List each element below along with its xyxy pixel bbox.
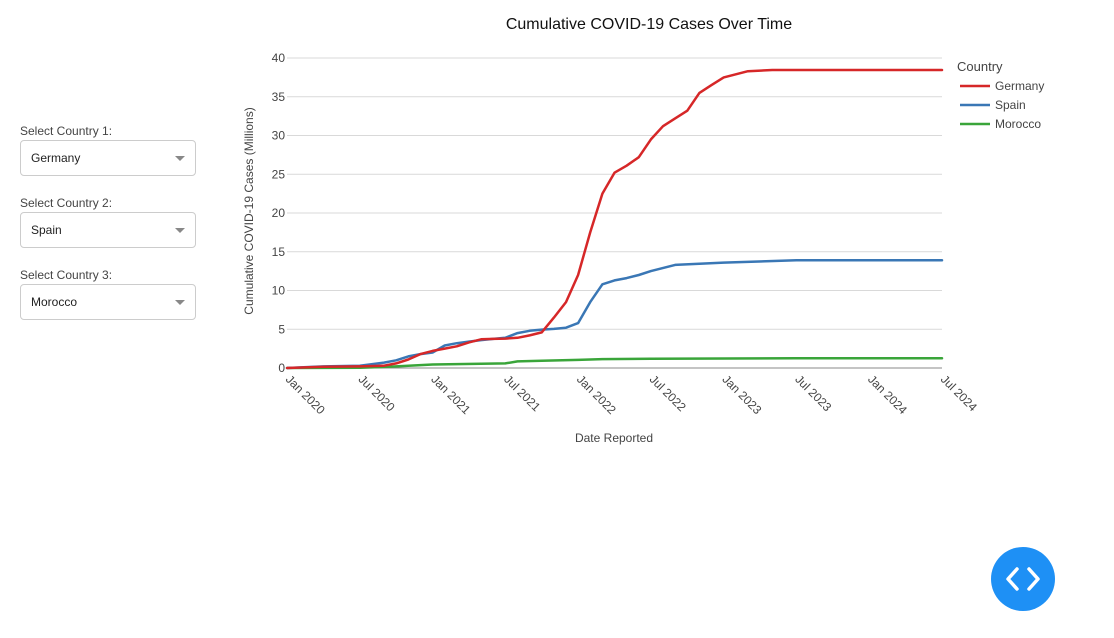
y-tick-label: 30 (272, 129, 286, 143)
code-toggle-button[interactable] (991, 547, 1055, 611)
x-axis-label: Date Reported (575, 431, 653, 445)
x-tick-label: Jan 2023 (720, 372, 765, 417)
y-tick-label: 5 (278, 322, 285, 336)
country-1-value: Germany (31, 151, 81, 165)
y-axis-ticks: 0 5 10 15 20 25 30 35 40 (272, 51, 286, 375)
series-line-morocco (285, 357, 944, 370)
country-2-group: Select Country 2: Spain (20, 196, 196, 248)
x-tick-label: Jul 2022 (647, 372, 689, 414)
country-2-dropdown[interactable]: Spain (20, 212, 196, 248)
y-tick-label: 40 (272, 51, 286, 65)
y-tick-label: 15 (272, 245, 286, 259)
country-1-label: Select Country 1: (20, 124, 113, 138)
x-tick-label: Jul 2023 (792, 372, 834, 414)
country-1-group: Select Country 1: Germany (20, 124, 196, 176)
x-tick-label: Jan 2020 (283, 372, 328, 417)
country-selector-panel: Select Country 1: Germany Select Country… (20, 124, 196, 340)
y-axis-label: Cumulative COVID-19 Cases (Millions) (242, 107, 256, 314)
chevron-down-icon (175, 227, 185, 233)
x-tick-label: Jan 2024 (865, 372, 910, 417)
chevron-down-icon (175, 155, 185, 161)
code-icon (1006, 567, 1040, 591)
series-lines (285, 68, 944, 370)
legend-title: Country (957, 59, 1003, 74)
country-3-value: Morocco (31, 295, 78, 309)
country-1-dropdown[interactable]: Germany (20, 140, 196, 176)
x-tick-label: Jan 2021 (428, 372, 473, 417)
legend-entry-spain: Spain (995, 98, 1026, 112)
grid-lines (287, 57, 942, 369)
series-line-spain (285, 259, 944, 370)
y-tick-label: 0 (278, 361, 285, 375)
country-2-label: Select Country 2: (20, 196, 113, 210)
legend: Country Germany Spain Morocco (957, 59, 1044, 131)
x-tick-label: Jul 2021 (501, 372, 543, 414)
x-tick-label: Jul 2020 (356, 372, 398, 414)
y-tick-label: 35 (272, 90, 286, 104)
y-tick-label: 25 (272, 167, 286, 181)
country-2-value: Spain (31, 223, 62, 237)
country-3-label: Select Country 3: (20, 268, 113, 282)
series-line-germany (285, 68, 944, 370)
legend-entry-morocco: Morocco (995, 117, 1041, 131)
legend-entry-germany: Germany (995, 79, 1044, 93)
y-tick-label: 10 (272, 284, 286, 298)
y-tick-label: 20 (272, 206, 286, 220)
country-3-dropdown[interactable]: Morocco (20, 284, 196, 320)
chart-title: Cumulative COVID-19 Cases Over Time (506, 16, 792, 33)
chevron-down-icon (175, 299, 185, 305)
x-axis-ticks: Jan 2020 Jul 2020 Jan 2021 Jul 2021 Jan 2022… (283, 372, 980, 417)
country-3-group: Select Country 3: Morocco (20, 268, 196, 320)
line-chart: Cumulative COVID-19 Cases Over Time 0 5 10… (242, 16, 1044, 445)
x-tick-label: Jul 2024 (938, 372, 980, 414)
x-tick-label: Jan 2022 (574, 372, 619, 417)
